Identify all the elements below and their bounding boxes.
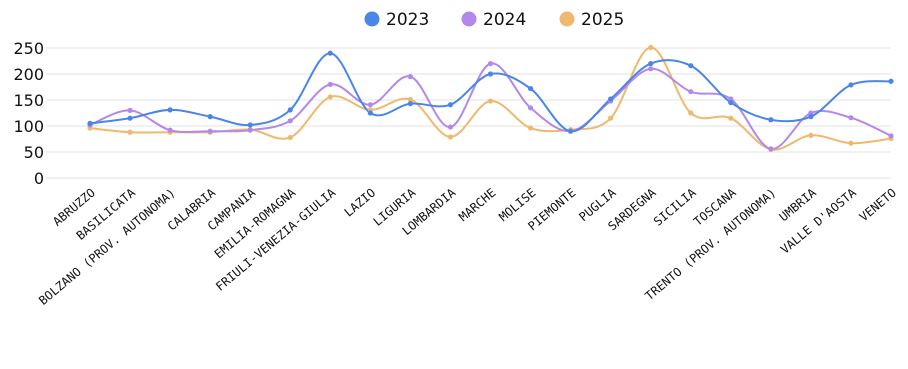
- data-point-2024: [447, 124, 454, 130]
- x-tick-label: VENETO: [857, 186, 899, 225]
- data-point-2024: [247, 127, 253, 133]
- data-point-2023: [407, 101, 413, 107]
- data-point-2024: [648, 66, 654, 72]
- data-point-2025: [127, 129, 133, 135]
- y-tick-label: 150: [13, 91, 44, 110]
- data-point-2024: [808, 110, 814, 116]
- data-point-2023: [808, 114, 814, 120]
- legend-label: 2025: [581, 10, 624, 30]
- data-point-2023: [848, 82, 854, 88]
- data-point-2025: [848, 140, 854, 146]
- data-point-2025: [407, 96, 413, 103]
- data-point-2023: [87, 120, 93, 126]
- x-tick-label: VALLE D'AOSTA: [778, 185, 860, 257]
- x-tick-label: MARCHE: [456, 186, 498, 225]
- data-point-2024: [688, 89, 694, 95]
- y-tick-label: 200: [13, 65, 44, 84]
- legend-label: 2024: [483, 10, 526, 30]
- data-point-2023: [447, 102, 454, 108]
- x-tick-label: SICILIA: [651, 185, 699, 229]
- data-point-2023: [127, 115, 133, 121]
- legend-item-2024: 2024: [461, 10, 526, 30]
- legend-marker: [559, 11, 575, 27]
- data-point-2023: [728, 100, 734, 106]
- data-point-2025: [688, 110, 694, 116]
- data-point-2024: [888, 133, 894, 139]
- data-point-2023: [247, 122, 253, 128]
- y-tick-label: 50: [24, 143, 44, 162]
- data-point-2025: [327, 94, 333, 100]
- legend-marker: [461, 11, 477, 27]
- data-point-2023: [688, 63, 694, 69]
- y-tick-label: 250: [13, 39, 44, 58]
- legend-label: 2023: [386, 10, 429, 30]
- data-point-2024: [327, 81, 333, 87]
- data-point-2025: [648, 44, 654, 51]
- data-point-2023: [568, 128, 574, 134]
- legend-marker: [364, 11, 380, 27]
- data-point-2025: [527, 125, 534, 131]
- data-point-2024: [407, 74, 413, 80]
- y-tick-label: 0: [34, 169, 44, 188]
- data-point-2023: [167, 107, 173, 113]
- data-point-2023: [367, 110, 373, 116]
- data-point-2023: [888, 78, 894, 84]
- data-point-2024: [768, 146, 774, 152]
- data-points: [87, 44, 894, 152]
- y-axis-ticks: 0 50 100 150 200 250: [13, 39, 44, 188]
- legend-item-2025: 2025: [559, 10, 624, 30]
- data-point-2024: [728, 96, 734, 102]
- legend: 2023 2024 2025: [364, 10, 624, 30]
- data-point-2023: [768, 117, 774, 123]
- data-point-2023: [648, 61, 654, 67]
- data-point-2023: [608, 96, 614, 102]
- data-point-2025: [608, 115, 614, 121]
- grid: [46, 47, 891, 179]
- y-tick-label: 100: [13, 117, 44, 136]
- data-point-2024: [367, 102, 373, 108]
- data-point-2023: [527, 85, 534, 92]
- data-point-2025: [808, 132, 814, 138]
- data-point-2025: [487, 98, 494, 104]
- data-point-2023: [287, 107, 293, 113]
- data-point-2024: [527, 105, 534, 111]
- data-point-2024: [127, 107, 133, 113]
- x-tick-label: LAZIO: [342, 186, 379, 220]
- legend-item-2023: 2023: [364, 10, 429, 30]
- data-point-2025: [287, 134, 293, 141]
- data-point-2025: [447, 134, 454, 140]
- data-point-2024: [167, 127, 173, 133]
- data-point-2023: [327, 50, 333, 56]
- data-point-2024: [207, 128, 213, 134]
- data-point-2024: [848, 115, 854, 121]
- data-point-2023: [487, 71, 494, 77]
- data-point-2025: [728, 115, 734, 121]
- data-point-2024: [287, 118, 293, 124]
- data-point-2024: [487, 61, 494, 67]
- data-point-2023: [207, 114, 213, 120]
